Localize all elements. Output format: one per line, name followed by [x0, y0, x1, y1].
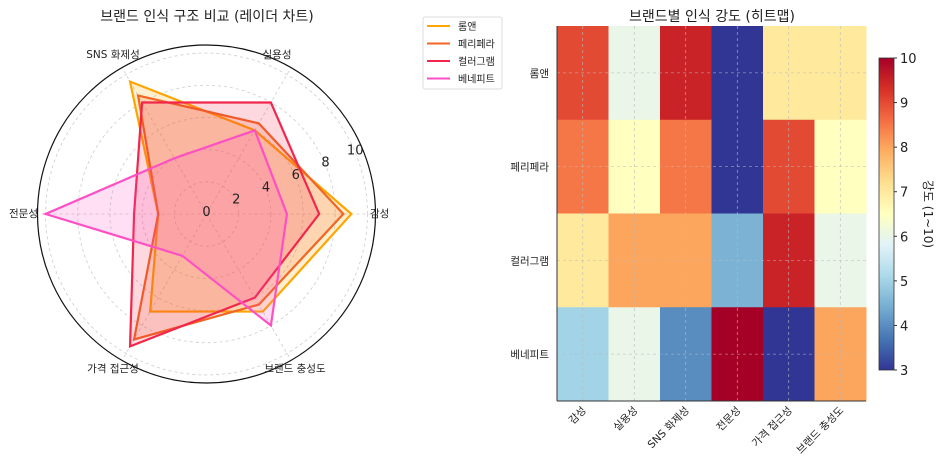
radar-axis-label: SNS 화제성 [86, 49, 140, 61]
heatmap-col-label: 가격 접근성 [749, 404, 795, 450]
heatmap-col-label: SNS 화제성 [646, 405, 692, 451]
legend-label: 롬앤 [458, 21, 476, 33]
radar-title: 브랜드 인식 구조 비교 (레이더 차트) [100, 9, 314, 25]
radar-r-tick: 10 [347, 143, 364, 158]
radar-outer-ring [36, 44, 377, 384]
heatmap-title: 브랜드별 인식 강도 (히트맵) [629, 9, 795, 25]
radar-r-tick: 4 [262, 180, 270, 195]
radar-spoke [121, 213, 207, 361]
radar-spoke [121, 67, 207, 215]
heatmap-col-label: 브랜드 충성도 [795, 404, 847, 456]
radar-series-3 [42, 128, 289, 328]
legend-label: 베네피트 [458, 74, 495, 86]
radar-r-tick: 8 [321, 156, 329, 171]
colorbar-tick-label: 8 [900, 141, 908, 156]
radar-axis-label: 브랜드 충성도 [264, 363, 326, 375]
heatmap-row-label: 베네피트 [510, 349, 549, 361]
radar-grid-ring [141, 149, 272, 279]
radar-axis-label: 전문성 [9, 208, 38, 220]
colorbar-tick-label: 9 [900, 97, 908, 112]
radar-axis-label: 감성 [370, 208, 389, 220]
colorbar [878, 57, 895, 371]
legend-label: 컬러그램 [458, 55, 495, 68]
legend-box [422, 16, 503, 90]
radar-series-2 [128, 101, 321, 349]
colorbar-tick-label: 7 [900, 186, 908, 201]
radar-series-1 [132, 94, 345, 341]
radar-r-tick: 0 [202, 205, 210, 220]
colorbar-tick-label: 6 [900, 230, 908, 245]
colorbar-tick-label: 4 [900, 319, 908, 334]
legend-label: 페리페라 [458, 39, 495, 51]
radar-spoke [206, 213, 292, 361]
radar-axis-label: 실용성 [263, 49, 292, 61]
colorbar-tick-label: 10 [900, 52, 917, 67]
colorbar-tick-label: 3 [900, 364, 908, 379]
radar-r-tick: 6 [292, 168, 300, 183]
radar-axis-label: 가격 접근성 [87, 362, 139, 375]
radar-spoke [206, 67, 292, 215]
colorbar-label: 강도 (1~10) [921, 180, 935, 248]
heatmap-col-label: 감성 [567, 405, 589, 427]
heatmap-col-label: 실용성 [611, 405, 640, 434]
colorbar-tick-label: 5 [900, 275, 908, 290]
radar-r-tick: 2 [232, 193, 240, 208]
heatmap-row-label: 롬앤 [530, 68, 549, 80]
heatmap-col-label: 전문성 [714, 405, 743, 434]
heatmap-row-label: 페리페라 [510, 162, 549, 174]
heatmap-row-label: 컬러그램 [510, 254, 549, 267]
